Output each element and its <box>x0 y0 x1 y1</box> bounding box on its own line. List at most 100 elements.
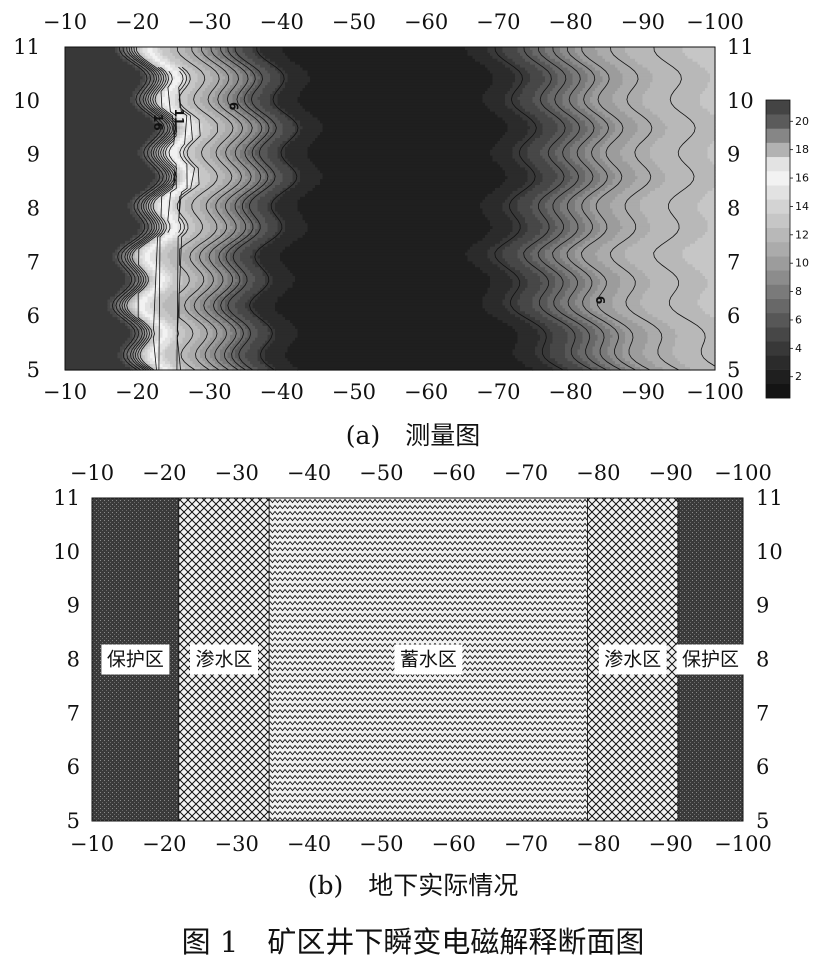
contour-band-cell <box>515 79 531 83</box>
contour-band-cell <box>177 129 181 133</box>
contour-band-cell <box>197 117 206 122</box>
contour-band-cell <box>157 234 161 239</box>
contour-band-cell <box>162 91 166 95</box>
contour-band-cell <box>162 217 166 221</box>
contour-band-cell <box>187 264 201 268</box>
contour-band-cell <box>202 126 214 130</box>
contour-band-cell <box>670 325 716 330</box>
contour-band-cell <box>152 155 156 160</box>
contour-band-cell <box>65 278 126 283</box>
contour-band-cell <box>157 102 161 107</box>
contour-band-cell <box>65 281 126 286</box>
contour-band-cell <box>147 311 156 315</box>
contour-band-cell <box>115 47 119 51</box>
contour-band-cell <box>177 176 181 180</box>
contour-band-cell <box>182 105 191 110</box>
contour-band-cell <box>172 105 179 110</box>
contour-band-cell <box>257 155 269 160</box>
contour-band-cell <box>240 328 249 333</box>
contour-band-cell <box>170 258 184 262</box>
contour-band-cell <box>170 164 174 168</box>
contour-band-cell <box>535 317 549 321</box>
contour-band-cell <box>155 343 161 348</box>
contour-band-cell <box>507 323 531 327</box>
contour-band-cell <box>240 331 249 336</box>
contour-band-cell <box>542 226 559 230</box>
contour-band-cell <box>232 76 244 80</box>
contour-band-cell <box>177 367 186 371</box>
contour-band-cell <box>570 132 586 136</box>
contour-band-cell <box>155 99 159 104</box>
contour-band-cell <box>625 340 649 345</box>
contour-band-cell <box>512 149 529 154</box>
contour-band-cell <box>507 123 529 127</box>
colorbar-swatch <box>766 100 790 115</box>
contour-band-cell <box>140 287 144 292</box>
contour-band-cell <box>137 258 144 262</box>
contour-band-cell <box>607 349 624 353</box>
contour-band-cell <box>195 255 206 260</box>
contour-line <box>167 70 177 233</box>
contour-band-cell <box>590 296 614 301</box>
contour-band-cell <box>490 149 514 154</box>
contour-band-cell <box>162 73 166 77</box>
contour-band-cell <box>155 211 159 215</box>
contour-band-cell <box>147 281 151 286</box>
contour-band-cell <box>265 138 276 142</box>
contour-band-cell <box>577 270 594 274</box>
contour-band-cell <box>157 49 164 54</box>
contour-band-cell <box>532 302 549 306</box>
contour-band-cell <box>250 223 259 227</box>
colorbar-swatch <box>766 142 790 158</box>
contour-band-cell <box>152 85 156 89</box>
contour-band-cell <box>235 91 244 95</box>
contour-band-cell <box>182 170 186 174</box>
contour-band-cell <box>207 278 219 283</box>
contour-band-cell <box>145 96 149 101</box>
contour-band-cell <box>187 317 201 321</box>
contour-band-cell <box>152 314 159 318</box>
contour-band-cell <box>127 325 131 330</box>
contour-band-cell <box>155 67 159 72</box>
contour-band-cell <box>177 331 186 336</box>
contour-band-cell <box>210 123 226 127</box>
contour-band-cell <box>312 114 499 119</box>
contour-band-cell <box>247 126 259 130</box>
contour-band-cell <box>147 284 151 289</box>
contour-band-cell <box>145 364 149 368</box>
contour-band-cell <box>240 334 249 339</box>
contour-band-cell <box>300 123 324 127</box>
contour-band-cell <box>622 352 644 356</box>
contour-band-cell <box>162 55 169 60</box>
contour-band-cell <box>125 302 129 306</box>
contour-band-cell <box>167 240 174 245</box>
contour-band-cell <box>612 179 636 183</box>
contour-band-cell <box>162 267 169 271</box>
contour-band-cell <box>235 305 246 309</box>
contour-band-cell <box>490 70 514 75</box>
contour-band-cell <box>257 290 264 295</box>
contour-band-cell <box>520 211 534 215</box>
contour-band-cell <box>540 135 554 139</box>
contour-band-cell <box>582 287 599 292</box>
contour-band-cell <box>165 79 169 83</box>
contour-band-cell <box>185 126 189 130</box>
contour-band-cell <box>182 179 186 183</box>
contour-band-cell <box>175 99 179 104</box>
contour-band-cell <box>142 361 146 365</box>
contour-band-cell <box>155 58 161 63</box>
contour-band-cell <box>272 187 284 192</box>
contour-band-cell <box>160 337 166 342</box>
contour-band-cell <box>250 311 259 315</box>
contour-band-cell <box>145 140 149 145</box>
contour-band-cell <box>135 355 139 359</box>
contour-band-cell <box>127 343 131 348</box>
contour-band-cell <box>547 237 561 242</box>
contour-band-cell <box>210 290 221 295</box>
contour-band-cell <box>255 325 269 330</box>
contour-band-cell <box>192 361 206 365</box>
contour-band-cell <box>612 132 636 136</box>
contour-band-cell <box>482 96 506 101</box>
contour-band-cell <box>65 146 141 151</box>
contour-band-cell <box>277 146 286 151</box>
